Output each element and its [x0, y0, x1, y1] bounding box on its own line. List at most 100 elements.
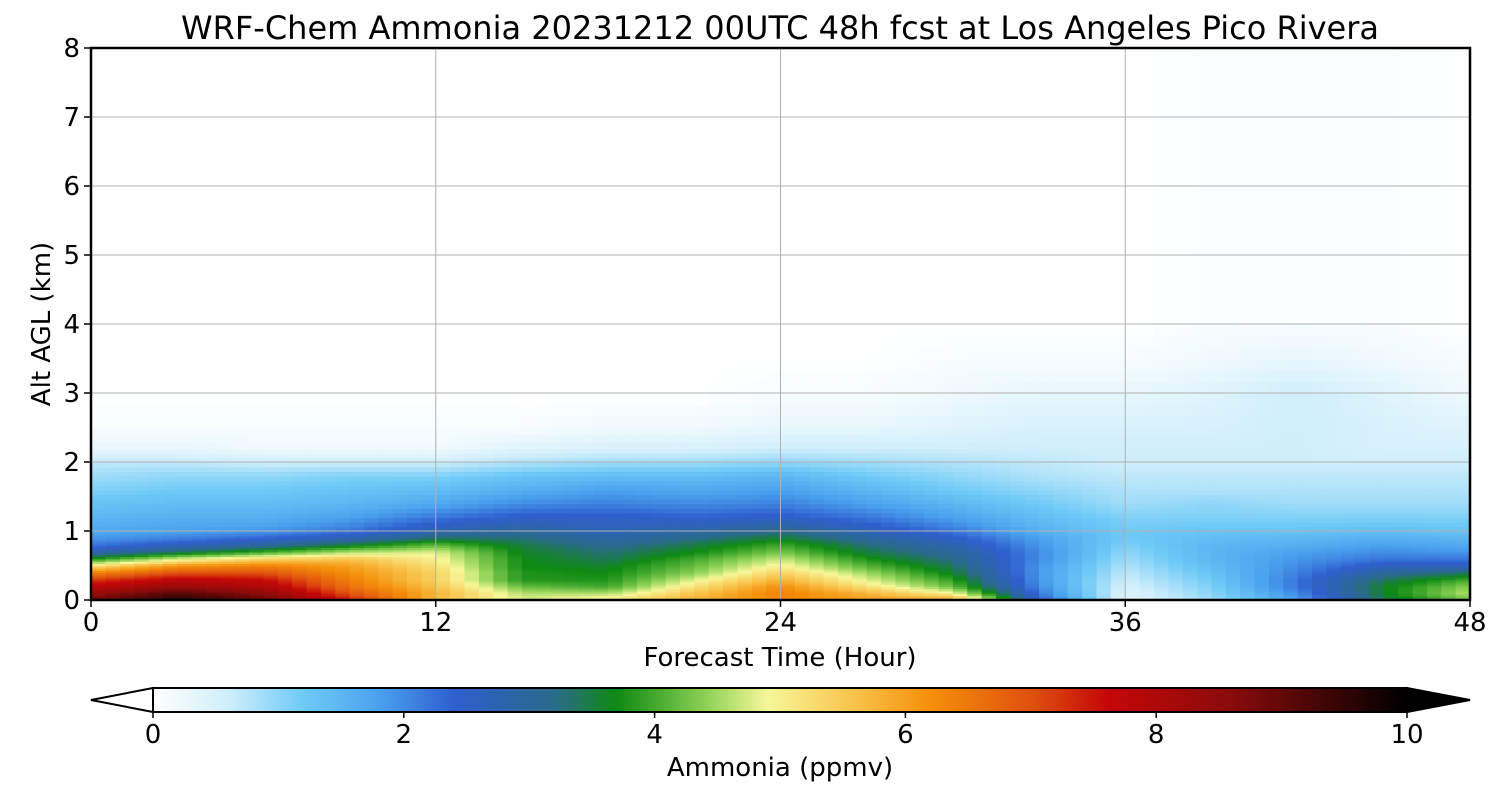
heatmap-cell — [708, 508, 724, 514]
heatmap-cell — [651, 448, 667, 454]
heatmap-cell — [1125, 533, 1141, 537]
heatmap-cell — [521, 471, 538, 477]
heatmap-cell — [320, 590, 336, 594]
heatmap-cell — [292, 540, 308, 544]
heatmap-cell — [636, 572, 653, 576]
heatmap-cell — [794, 567, 811, 571]
heatmap-cell — [636, 441, 653, 449]
heatmap-cell — [536, 512, 552, 518]
heatmap-cell — [1326, 466, 1342, 472]
heatmap-cell — [1268, 547, 1285, 551]
heatmap-cell — [995, 533, 1012, 537]
heatmap-cell — [995, 558, 1012, 562]
heatmap-cell — [852, 466, 868, 472]
heatmap-cell — [407, 498, 423, 505]
heatmap-cell — [694, 565, 710, 569]
heatmap-cell — [1455, 567, 1470, 571]
heatmap-cell — [679, 565, 696, 569]
heatmap-cell — [1268, 475, 1285, 482]
heatmap-cell — [737, 540, 753, 544]
heatmap-cell — [780, 471, 796, 477]
heatmap-cell — [837, 452, 854, 459]
heatmap-cell — [392, 579, 408, 583]
heatmap-cell — [593, 485, 609, 491]
heatmap-cell — [550, 560, 566, 564]
heatmap-cell — [1383, 517, 1399, 523]
heatmap-cell — [335, 434, 351, 443]
heatmap-cell — [622, 521, 638, 528]
heatmap-cell — [579, 570, 595, 574]
heatmap-cell — [1053, 489, 1069, 495]
heatmap-cell — [91, 583, 107, 587]
heatmap-cell — [723, 563, 739, 567]
heatmap-cell — [378, 586, 394, 590]
heatmap-cell — [1067, 498, 1083, 505]
heatmap-cell — [981, 563, 997, 567]
heatmap-cell — [277, 393, 293, 406]
heatmap-cell — [335, 542, 351, 546]
heatmap-cell — [952, 549, 969, 553]
heatmap-cell — [421, 567, 437, 571]
heatmap-cell — [392, 537, 408, 541]
heatmap-cell — [665, 570, 681, 574]
heatmap-cell — [708, 574, 724, 578]
heatmap-cell — [450, 540, 466, 544]
heatmap-cell — [407, 462, 423, 468]
heatmap-cell — [1110, 448, 1127, 454]
heatmap-cell — [521, 549, 538, 553]
heatmap-cell — [306, 494, 322, 500]
heatmap-cell — [636, 588, 653, 592]
heatmap-cell — [852, 581, 868, 585]
heatmap-cell — [91, 448, 107, 454]
heatmap-cell — [306, 558, 322, 562]
heatmap-cell — [521, 416, 538, 429]
heatmap-cell — [191, 457, 207, 463]
heatmap-cell — [1297, 489, 1313, 495]
heatmap-cell — [134, 558, 150, 562]
heatmap-cell — [349, 547, 365, 551]
heatmap-cell — [134, 448, 150, 454]
heatmap-cell — [1168, 583, 1184, 587]
heatmap-cell — [852, 537, 868, 541]
heatmap-cell — [881, 590, 897, 594]
heatmap-cell — [1024, 547, 1040, 551]
heatmap-cell — [981, 471, 997, 477]
heatmap-cell — [1168, 498, 1184, 505]
heatmap-cell — [105, 485, 121, 491]
heatmap-cell — [392, 531, 408, 535]
heatmap-cell — [363, 542, 380, 546]
heatmap-cell — [91, 593, 107, 597]
heatmap-cell — [823, 570, 839, 574]
heatmap-cell — [234, 489, 250, 495]
heatmap-cell — [507, 498, 523, 505]
heatmap-cell — [593, 581, 609, 585]
heatmap-cell — [220, 526, 236, 532]
heatmap-cell — [1125, 517, 1141, 523]
heatmap-cell — [952, 512, 969, 518]
heatmap-cell — [1110, 547, 1127, 551]
heatmap-cell — [191, 577, 207, 581]
heatmap-cell — [967, 535, 983, 539]
heatmap-cell — [478, 560, 494, 564]
heatmap-cell — [565, 503, 581, 509]
heatmap-cell — [981, 427, 997, 436]
heatmap-cell — [148, 498, 164, 505]
heatmap-cell — [263, 588, 279, 592]
heatmap-cell — [249, 393, 265, 406]
heatmap-cell — [464, 595, 480, 599]
heatmap-cell — [952, 577, 969, 581]
heatmap-cell — [1096, 565, 1112, 569]
heatmap-cell — [162, 586, 178, 590]
heatmap-cell — [1010, 485, 1026, 491]
heatmap-cell — [1240, 572, 1256, 576]
heatmap-cell — [1240, 556, 1256, 560]
heatmap-cell — [895, 590, 911, 594]
heatmap-cell — [1412, 521, 1428, 528]
heatmap-cell — [493, 485, 509, 491]
heatmap-cell — [1024, 475, 1040, 482]
heatmap-cell — [478, 434, 494, 443]
heatmap-cell — [1082, 595, 1098, 599]
heatmap-cell — [636, 533, 653, 537]
heatmap-cell — [694, 549, 710, 553]
heatmap-cell — [1297, 471, 1313, 477]
